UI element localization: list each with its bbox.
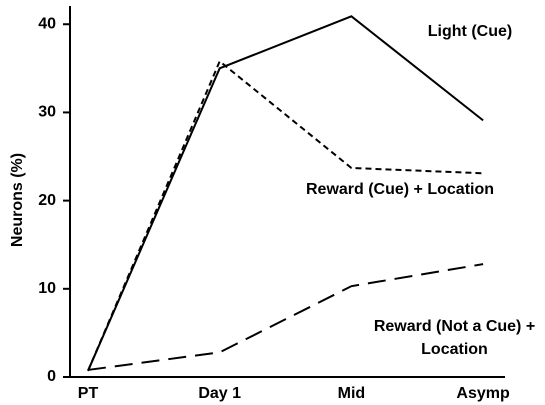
series-line [87,263,484,371]
x-tick-label: Day 1 [198,385,241,402]
series-label: Reward (Not a Cue) + Location [373,318,536,358]
series-line [87,59,484,372]
x-tick-label: Asymp [456,385,510,402]
y-tick-label: 40 [38,15,56,32]
series-label: Reward (Cue) + Location [305,181,495,198]
y-tick-label: 20 [38,192,56,209]
series-label: Light (Cue) [427,23,513,40]
y-tick-label: 0 [47,368,56,385]
y-axis-label: Neurons (%) [9,153,26,247]
y-tick-label: 30 [38,104,56,121]
y-tick-label: 10 [38,280,56,297]
x-tick-label: Mid [338,385,366,402]
series-line [87,15,484,372]
x-tick-label: PT [78,385,99,402]
